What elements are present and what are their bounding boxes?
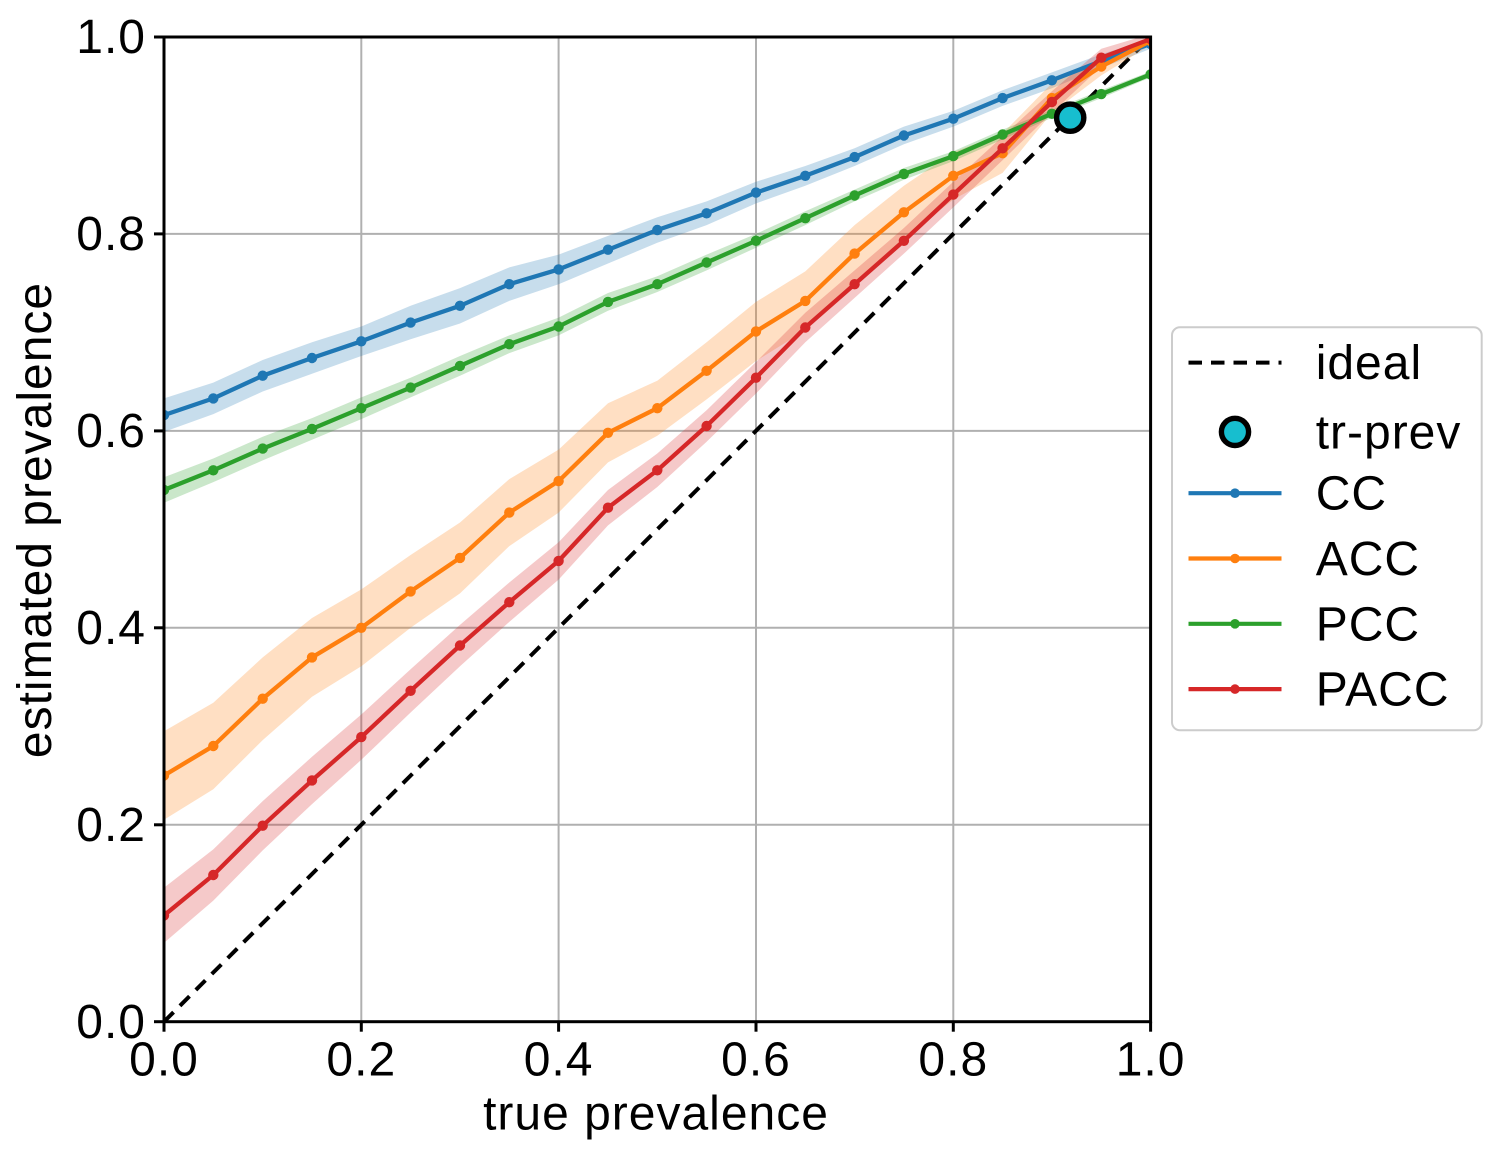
svg-text:0.8: 0.8 (918, 1034, 988, 1087)
svg-text:ideal: ideal (1316, 337, 1422, 390)
svg-text:0.2: 0.2 (326, 1034, 396, 1087)
svg-text:0.8: 0.8 (76, 208, 146, 261)
svg-text:PCC: PCC (1316, 598, 1420, 651)
svg-text:0.4: 0.4 (524, 1034, 594, 1087)
svg-text:0.0: 0.0 (76, 996, 146, 1049)
svg-text:ACC: ACC (1316, 533, 1420, 586)
svg-text:0.2: 0.2 (76, 799, 146, 852)
svg-text:0.6: 0.6 (721, 1034, 791, 1087)
svg-text:true prevalence: true prevalence (483, 1088, 829, 1141)
svg-text:estimated prevalence: estimated prevalence (9, 282, 62, 758)
svg-text:1.0: 1.0 (1116, 1034, 1186, 1087)
svg-text:0.0: 0.0 (129, 1034, 199, 1087)
svg-text:1.0: 1.0 (76, 11, 146, 64)
svg-text:tr-prev: tr-prev (1316, 406, 1462, 459)
svg-text:0.4: 0.4 (76, 602, 146, 655)
svg-text:PACC: PACC (1316, 664, 1450, 717)
svg-text:0.6: 0.6 (76, 405, 146, 458)
svg-text:CC: CC (1316, 468, 1387, 521)
